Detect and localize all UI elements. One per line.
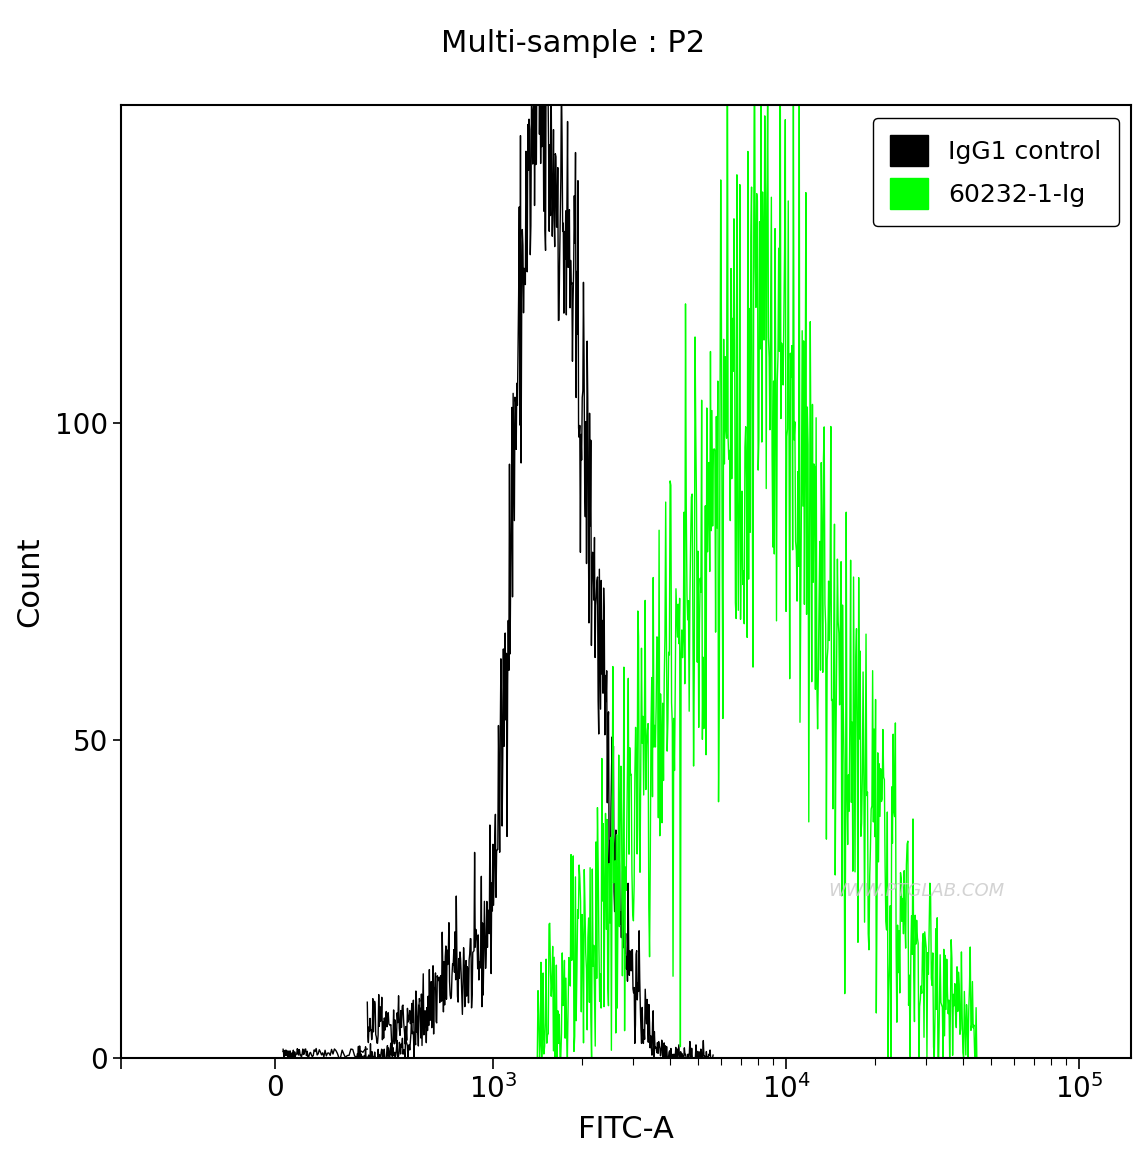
Y-axis label: Count: Count	[15, 537, 44, 627]
Text: Multi-sample : P2: Multi-sample : P2	[441, 29, 705, 58]
Legend: IgG1 control, 60232-1-Ig: IgG1 control, 60232-1-Ig	[873, 118, 1118, 226]
X-axis label: FITC-A: FITC-A	[579, 1115, 674, 1144]
Text: WWW.PTGLAB.COM: WWW.PTGLAB.COM	[829, 882, 1004, 901]
